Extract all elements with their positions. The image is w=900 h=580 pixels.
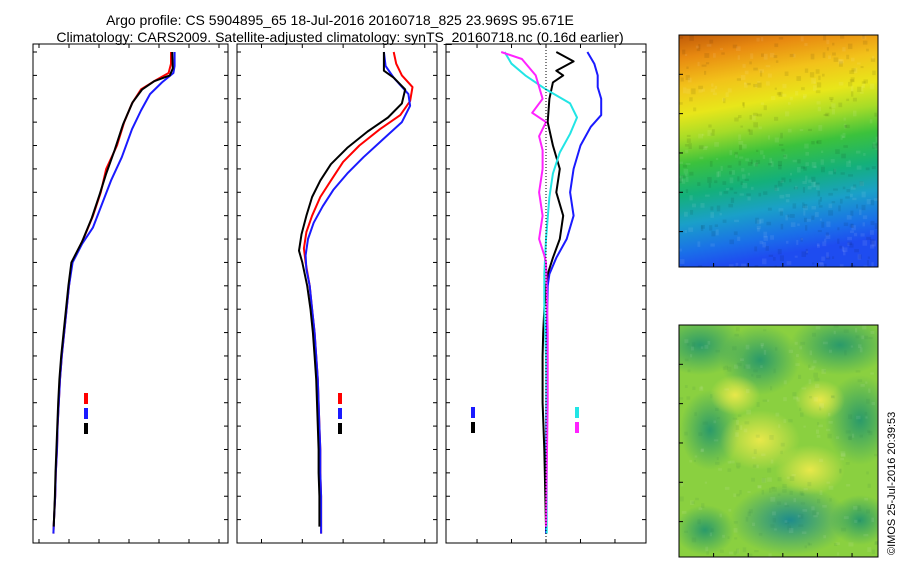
legend-swatch xyxy=(471,422,475,433)
legend-swatch xyxy=(575,407,579,418)
legend-swatch xyxy=(84,423,88,434)
salinity-panel xyxy=(236,43,438,544)
temperature-frame xyxy=(32,43,229,544)
legend-swatch xyxy=(338,423,342,434)
salinity-series-satellite xyxy=(304,51,412,534)
sla-map xyxy=(679,325,878,557)
temperature-series-argo xyxy=(52,51,174,527)
difference-series-argo xyxy=(541,51,575,527)
sla-map-axes xyxy=(678,324,879,558)
legend-swatch xyxy=(471,407,475,418)
legend-swatch xyxy=(84,393,88,404)
credit-text: ©IMOS 25-Jul-2016 20:39:53 xyxy=(886,411,898,555)
salinity-series-argo xyxy=(298,52,407,527)
legend-swatch xyxy=(338,408,342,419)
sst-map-axes xyxy=(678,34,879,268)
temperature-panel xyxy=(32,43,229,544)
map-frame xyxy=(678,34,879,268)
sst-map xyxy=(679,35,878,267)
legend-swatch xyxy=(338,393,342,404)
difference-series-satellite-diff-S xyxy=(503,51,578,534)
temperature-series-climatology xyxy=(52,52,172,534)
map-frame xyxy=(678,324,879,558)
difference-panel xyxy=(445,43,647,544)
legend-swatch xyxy=(575,422,579,433)
difference-series-argo-diff-S xyxy=(500,51,549,527)
chart-title-line2: Climatology: CARS2009. Satellite-adjuste… xyxy=(56,29,624,45)
salinity-frame xyxy=(236,43,438,544)
legend-swatch xyxy=(84,408,88,419)
chart-title-line1: Argo profile: CS 5904895_65 18-Jul-2016 … xyxy=(106,12,574,28)
temperature-series-satellite xyxy=(52,52,176,534)
